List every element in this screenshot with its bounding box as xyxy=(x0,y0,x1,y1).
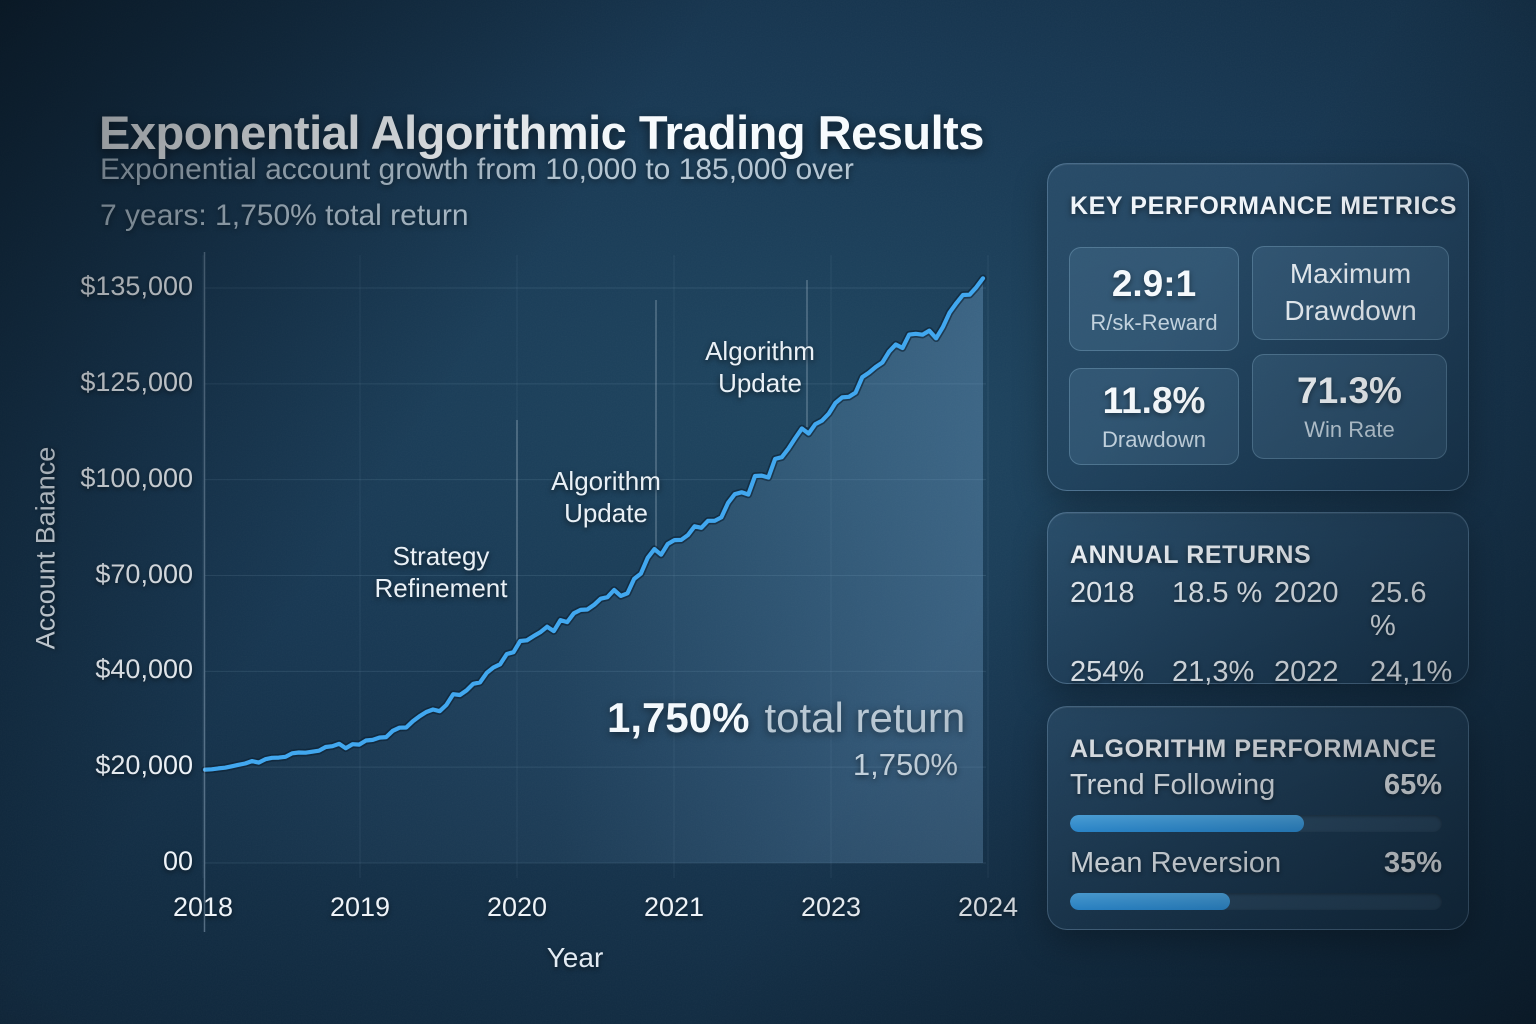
annual-returns-grid: 2018 18.5 % 2020 25.6 % 254% 21,3% 2022 … xyxy=(1070,577,1452,689)
annual-return-cell: 21,3% xyxy=(1172,656,1255,688)
y-tick-label: $125,000 xyxy=(80,366,193,397)
y-tick-label: $70,000 xyxy=(95,558,193,589)
key-performance-metrics-panel: KEY PERFORMANCE METRICS 2.9:1 R/sk-Rewar… xyxy=(1047,163,1469,491)
y-tick-label: $100,000 xyxy=(80,462,193,493)
annual-return-cell: 24,1% xyxy=(1370,656,1453,688)
algo-strategy-value: 65% xyxy=(1383,769,1442,801)
x-tick-label: 2020 xyxy=(486,892,548,922)
trend-following-progress-bar xyxy=(1070,815,1442,832)
algo-strategy-value: 35% xyxy=(1383,847,1442,879)
metric-value: 2.9:1 xyxy=(1111,262,1197,304)
annual-return-cell: 2018 xyxy=(1070,577,1135,609)
algo-strategy-label: Mean Reversion xyxy=(1070,847,1282,879)
annual-returns-panel: ANNUAL RETURNS 2018 18.5 % 2020 25.6 % 2… xyxy=(1047,512,1469,688)
total-return-caption: total return xyxy=(764,694,966,741)
chart-annotation-label: Algorithm Update xyxy=(551,465,661,529)
x-tick-label: 2021 xyxy=(643,892,705,922)
algorithm-performance-panel: ALGORITHM PERFORMANCE Trend Following 65… xyxy=(1047,706,1469,930)
total-return-callout: 1,750% total return xyxy=(607,694,965,742)
total-return-value: 1,750% xyxy=(607,694,750,741)
total-return-secondary: 1,750% xyxy=(852,747,958,782)
annotation-text-line: Refinement xyxy=(374,573,508,603)
metric-text-line2: Drawdown xyxy=(1284,295,1417,326)
mean-reversion-progress-bar xyxy=(1070,893,1442,910)
annual-return-cell: 254% xyxy=(1070,656,1145,688)
x-axis-title: Year xyxy=(546,942,604,973)
metric-label: Win Rate xyxy=(1304,417,1395,442)
annotation-text-line: Algorithm xyxy=(551,465,661,496)
algo-panel-header: ALGORITHM PERFORMANCE xyxy=(1070,735,1437,763)
annual-return-cell: 2020 xyxy=(1274,577,1339,609)
annotation-text-line: Strategy xyxy=(392,540,490,571)
progress-bar-fill xyxy=(1070,815,1305,832)
metric-card-win-rate: 71.3% Win Rate xyxy=(1252,354,1447,459)
y-tick-label: $20,000 xyxy=(95,750,193,781)
annual-return-cell: 25.6 % xyxy=(1370,577,1427,642)
page-subtitle-line1: Exponential account growth from 10,000 t… xyxy=(100,153,854,186)
metric-label: R/sk-Reward xyxy=(1090,309,1218,335)
y-tick-label: $40,000 xyxy=(95,654,193,685)
annual-panel-header: ANNUAL RETURNS xyxy=(1070,541,1312,569)
chart-annotation-label: Strategy Refinement xyxy=(375,540,508,604)
metric-card-risk-reward: 2.9:1 R/sk-Reward xyxy=(1069,247,1239,351)
x-tick-label: 2023 xyxy=(800,892,862,922)
annual-return-cell: 18.5 % xyxy=(1172,577,1263,609)
metric-value: 11.8% xyxy=(1102,380,1206,421)
x-tick-label: 2024 xyxy=(957,892,1019,922)
annotation-text-line: Update xyxy=(564,498,648,528)
x-tick-label: 2018 xyxy=(172,892,234,922)
y-tick-label: 00 xyxy=(162,846,193,876)
metrics-panel-header: KEY PERFORMANCE METRICS xyxy=(1070,192,1457,220)
metric-card-drawdown: 11.8% Drawdown xyxy=(1069,368,1239,465)
annotation-text-line: Algorithm xyxy=(705,335,815,366)
metric-card-max-drawdown: Maximum Drawdown xyxy=(1252,246,1449,340)
metric-label: Drawdown xyxy=(1102,427,1206,452)
x-tick-label: 2019 xyxy=(329,892,391,922)
chart-annotation-label: Algorithm Update xyxy=(705,335,815,399)
annotation-text-line: Update xyxy=(718,368,802,398)
page-title: Exponential Algorithmic Trading Results xyxy=(99,106,984,160)
annual-return-cell: 2022 xyxy=(1274,656,1339,688)
page-subtitle-line2: 7 years: 1,750% total return xyxy=(100,199,469,232)
progress-bar-fill xyxy=(1070,893,1230,910)
metric-value: 71.3% xyxy=(1297,370,1402,411)
metric-text-line1: Maximum xyxy=(1289,258,1412,290)
y-tick-label: $135,000 xyxy=(80,271,193,301)
algo-strategy-label: Trend Following xyxy=(1070,769,1276,801)
